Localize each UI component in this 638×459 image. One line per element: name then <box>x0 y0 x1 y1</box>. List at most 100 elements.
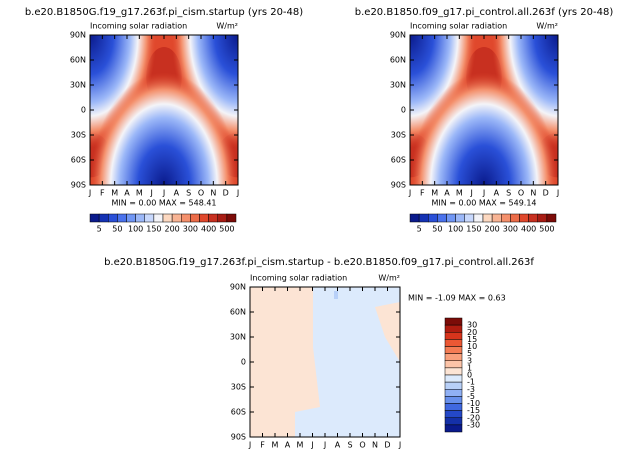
x-tick-label: M <box>272 441 279 450</box>
colorbar-label: 150 <box>146 225 161 234</box>
colorbar-box <box>444 332 463 340</box>
x-tick-label: J <box>236 189 239 198</box>
negative-spot <box>334 291 338 299</box>
x-tick-label: M <box>456 189 463 198</box>
colorbar-label: 100 <box>128 225 143 234</box>
colorbar-box <box>444 374 463 383</box>
x-tick-label: J <box>162 189 165 198</box>
colorbar-box <box>190 213 200 223</box>
colorbar-box <box>491 213 502 223</box>
units: W/m² <box>536 22 558 31</box>
colorbar-box <box>464 213 475 223</box>
colorbar-label: 5 <box>97 225 102 234</box>
x-tick-label: J <box>556 189 559 198</box>
x-tick-label: J <box>248 441 251 450</box>
x-tick-label: A <box>335 441 341 450</box>
colorbar-box <box>546 213 557 223</box>
y-tick-label: 0 <box>81 106 86 115</box>
y-tick-label: 90N <box>390 31 406 40</box>
x-tick-label: A <box>174 189 180 198</box>
negative-region <box>295 287 400 437</box>
colorbar-box <box>446 213 456 223</box>
colorbar-label: -3 <box>467 385 475 394</box>
y-tick-label: 30S <box>231 383 246 392</box>
y-tick-label: 0 <box>241 358 246 367</box>
y-tick-label: 30N <box>230 333 246 342</box>
colorbar-box <box>162 213 173 223</box>
colorbar-box <box>117 213 127 223</box>
colorbar-label: 150 <box>466 225 481 234</box>
x-tick-label: N <box>530 189 536 198</box>
colorbar-label: 50 <box>432 225 442 234</box>
colorbar-label: 200 <box>484 225 499 234</box>
colorbar-label: 1 <box>467 363 472 372</box>
colorbar-box <box>126 213 136 223</box>
colorbar-label: 500 <box>219 225 234 234</box>
colorbar-label: 400 <box>521 225 536 234</box>
stats: MIN = -1.09 MAX = 0.63 <box>408 294 506 303</box>
colorbar-label: -30 <box>467 420 480 429</box>
colorbar-box <box>181 213 191 223</box>
x-tick-label: J <box>310 441 313 450</box>
x-tick-label: O <box>198 189 204 198</box>
colorbar-label: 10 <box>467 342 477 351</box>
field <box>410 35 558 185</box>
colorbar-label: 500 <box>539 225 554 234</box>
x-tick-label: N <box>372 441 378 450</box>
x-tick-label: S <box>506 189 511 198</box>
subtitle: Incoming solar radiation <box>410 22 507 31</box>
colorbar-label: 50 <box>112 225 122 234</box>
colorbar-box <box>199 213 209 223</box>
colorbar-box <box>444 367 463 376</box>
x-tick-label: M <box>297 441 304 450</box>
x-tick-label: F <box>260 441 265 450</box>
units: W/m² <box>378 274 400 283</box>
x-tick-label: A <box>444 189 450 198</box>
colorbar-box <box>144 213 155 223</box>
colorbar-box <box>528 213 538 223</box>
x-tick-label: J <box>149 189 152 198</box>
colorbar-box <box>108 213 118 223</box>
x-tick-label: M <box>111 189 118 198</box>
cold-region <box>410 72 558 185</box>
colorbar-box <box>208 213 218 223</box>
cold-region <box>90 72 238 185</box>
colorbar-box <box>444 381 463 390</box>
colorbar-box <box>444 424 463 433</box>
x-tick-label: A <box>124 189 130 198</box>
colorbar-box <box>135 213 145 223</box>
colorbar-box <box>444 317 463 326</box>
colorbar-box <box>418 213 429 223</box>
colorbar-label: -15 <box>467 406 480 415</box>
y-tick-label: 30N <box>390 81 406 90</box>
x-tick-label: D <box>223 189 229 198</box>
colorbar-box <box>98 213 109 223</box>
subtitle: Incoming solar radiation <box>250 274 347 283</box>
colorbar-label: 300 <box>183 225 198 234</box>
colorbar-box <box>537 213 548 223</box>
colorbar-label: 100 <box>448 225 463 234</box>
colorbar-label: 5 <box>467 349 472 358</box>
field <box>250 287 400 437</box>
y-tick-label: 30S <box>391 131 406 140</box>
x-tick-label: A <box>494 189 500 198</box>
colorbar-box <box>473 213 484 223</box>
colorbar-label: 30 <box>467 321 477 330</box>
colorbar-label: -20 <box>467 413 480 422</box>
colorbar-box <box>444 396 463 404</box>
colorbar-label: 0 <box>467 371 472 380</box>
x-tick-label: F <box>420 189 425 198</box>
colorbar-label: -5 <box>467 392 475 401</box>
y-tick-label: 60N <box>230 308 246 317</box>
colorbar-box <box>226 213 237 223</box>
x-tick-label: J <box>88 189 91 198</box>
y-tick-label: 90N <box>230 283 246 292</box>
y-tick-label: 30S <box>71 131 86 140</box>
x-tick-label: O <box>518 189 524 198</box>
colorbar-box <box>428 213 438 223</box>
colorbar-label: -1 <box>467 378 475 387</box>
chart-title: b.e20.B1850G.f19_g17.263f.pi_cism.startu… <box>104 257 534 268</box>
y-tick-label: 60N <box>390 56 406 65</box>
x-tick-label: J <box>398 441 401 450</box>
y-tick-label: 90S <box>231 433 246 442</box>
